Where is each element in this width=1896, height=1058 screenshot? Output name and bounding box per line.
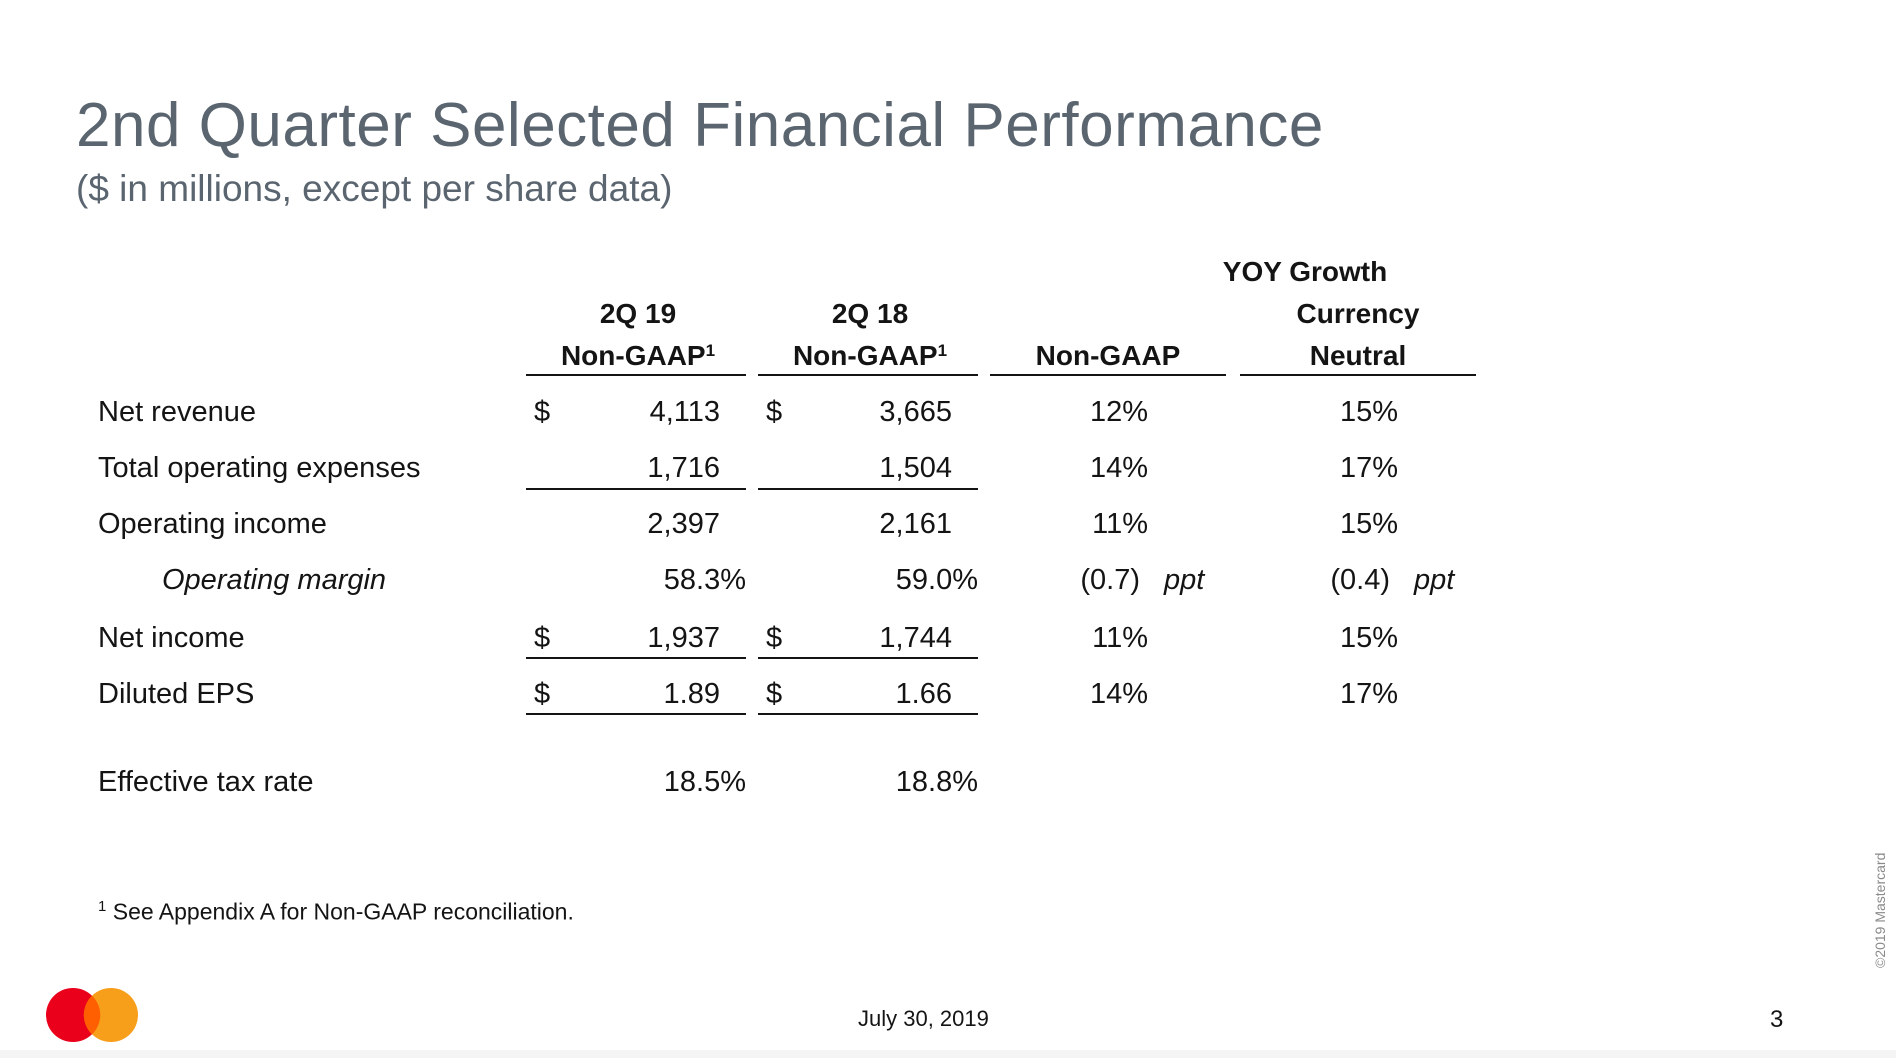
col2-header-rule [758, 374, 978, 376]
bottom-bar [0, 1050, 1896, 1058]
row-eps-g1: 14% [1089, 678, 1148, 710]
col3-header-rule [990, 374, 1226, 376]
row-opex-v1: 1,716 [647, 452, 720, 484]
row-op-income-v1: 2,397 [647, 508, 720, 540]
row-eps-v2: 1.66 [895, 678, 952, 710]
row-op-margin-v2: 59.0% [895, 564, 978, 596]
yoy-growth-header: YOY Growth [1222, 256, 1388, 287]
row-net-income-v2: 1,744 [879, 622, 952, 654]
row-net-revenue-v2: 3,665 [879, 396, 952, 428]
row-net-revenue-cur2: $ [766, 396, 783, 428]
slide-title: 2nd Quarter Selected Financial Performan… [76, 91, 1324, 160]
row-op-margin-g1-unit: ppt [1164, 564, 1205, 596]
col2-header-line2: Non-GAAP1 [760, 340, 980, 372]
col4-header-line1: Currency [1296, 298, 1420, 329]
net-income-rule-col2 [758, 657, 978, 659]
col1-header-line1: 2Q 19 [599, 298, 677, 329]
row-op-margin-g2: (0.4) [1330, 564, 1390, 596]
row-op-margin-label: Operating margin [162, 564, 387, 596]
row-net-revenue-v1: 4,113 [649, 396, 720, 428]
footnote-mark: 1 [98, 898, 107, 915]
net-income-rule-col1 [526, 657, 746, 659]
row-op-income-v2: 2,161 [879, 508, 952, 540]
row-eps-cur2: $ [766, 678, 783, 710]
mastercard-logo-icon [46, 988, 138, 1042]
row-net-income-cur2: $ [766, 622, 783, 654]
row-net-income-g1: 11% [1092, 622, 1148, 654]
footnote-text: See Appendix A for Non-GAAP reconciliati… [112, 898, 574, 925]
col2-header-text: Non-GAAP [792, 340, 938, 371]
row-net-revenue-cur1: $ [534, 396, 551, 428]
row-tax-rate-v1: 18.5% [663, 766, 746, 798]
row-op-margin-g2-unit: ppt [1414, 564, 1455, 596]
col1-header-line2: Non-GAAP1 [528, 340, 748, 372]
row-net-revenue-g1: 12% [1089, 396, 1148, 428]
row-net-income-label: Net income [98, 622, 245, 654]
row-opex-label: Total operating expenses [98, 452, 421, 484]
row-net-income-v1: 1,937 [647, 622, 720, 654]
col2-header-line1: 2Q 18 [831, 298, 909, 329]
row-net-income-cur1: $ [534, 622, 551, 654]
row-op-margin-g1: (0.7) [1080, 564, 1140, 596]
opex-rule-col2 [758, 488, 978, 490]
row-opex-v2: 1,504 [879, 452, 952, 484]
copyright-notice: ©2019 Mastercard [1872, 852, 1888, 968]
row-op-margin-v1: 58.3% [663, 564, 746, 596]
row-tax-rate-v2: 18.8% [895, 766, 978, 798]
row-net-revenue-label: Net revenue [98, 396, 256, 428]
row-eps-g2: 17% [1339, 678, 1398, 710]
col2-header-sup: 1 [937, 341, 948, 360]
col4-header-line2: Neutral [1309, 340, 1407, 371]
row-eps-cur1: $ [534, 678, 551, 710]
footnote: 1 See Appendix A for Non-GAAP reconcilia… [98, 898, 574, 926]
col1-header-sup: 1 [705, 341, 716, 360]
eps-rule-col1 [526, 713, 746, 715]
row-opex-g2: 17% [1339, 452, 1398, 484]
row-op-income-label: Operating income [98, 508, 327, 540]
slide-date: July 30, 2019 [858, 1006, 989, 1031]
row-op-income-g1: 11% [1092, 508, 1148, 540]
row-tax-rate-label: Effective tax rate [98, 766, 314, 798]
row-net-revenue-g2: 15% [1339, 396, 1398, 428]
slide-subtitle: ($ in millions, except per share data) [76, 168, 673, 209]
row-eps-v1: 1.89 [663, 678, 720, 710]
opex-rule-col1 [526, 488, 746, 490]
col3-header: Non-GAAP [1035, 340, 1181, 371]
row-op-income-g2: 15% [1339, 508, 1398, 540]
eps-rule-col2 [758, 713, 978, 715]
col1-header-rule [526, 374, 746, 376]
row-net-income-g2: 15% [1339, 622, 1398, 654]
col1-header-text: Non-GAAP [560, 340, 706, 371]
col4-header-rule [1240, 374, 1476, 376]
row-eps-label: Diluted EPS [98, 678, 255, 710]
page-number: 3 [1770, 1006, 1784, 1033]
row-opex-g1: 14% [1089, 452, 1148, 484]
